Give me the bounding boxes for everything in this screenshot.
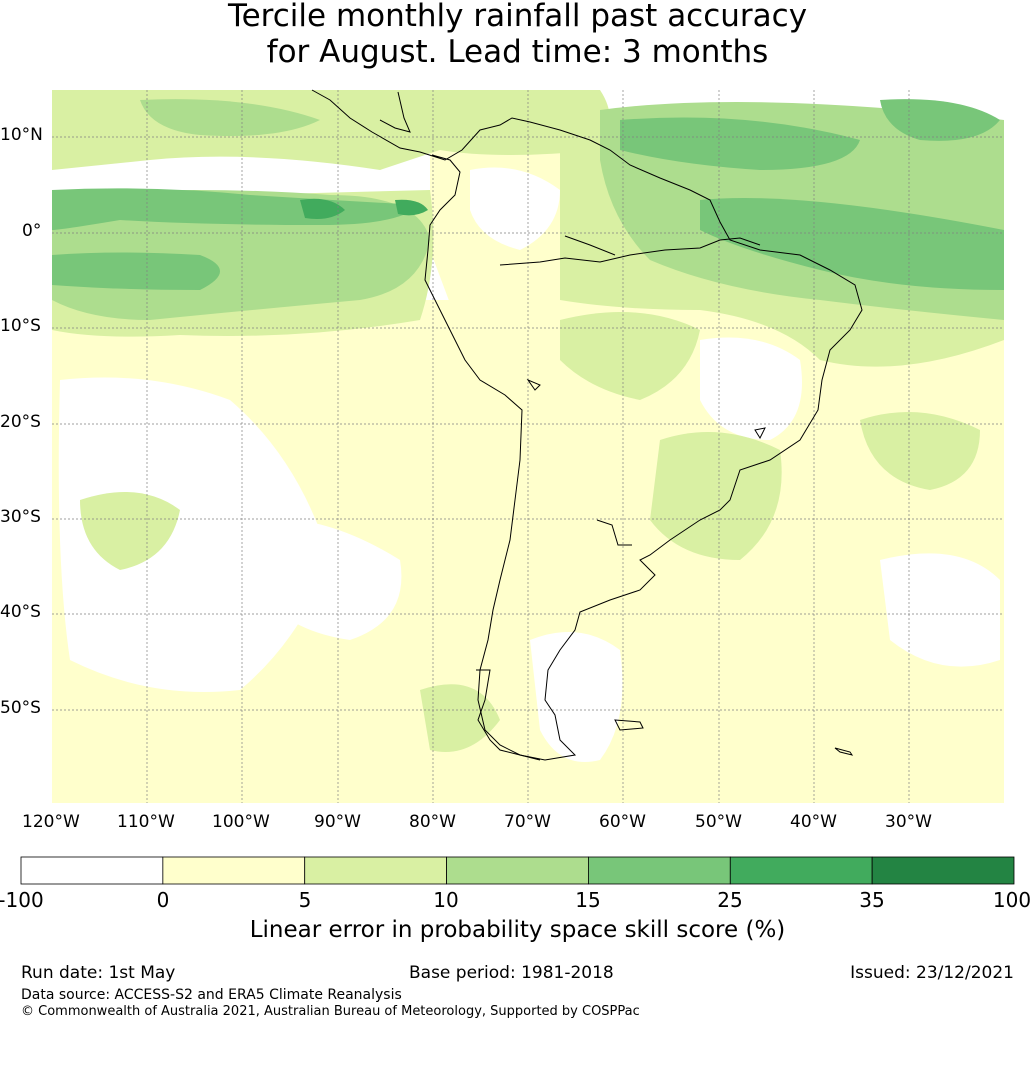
- colorbar-segment: [729, 856, 873, 885]
- data-source: Data source: ACCESS-S2 and ERA5 Climate …: [21, 987, 402, 1003]
- map-title-line-2: for August. Lead time: 3 months: [266, 34, 769, 70]
- skill-region-15-25: [620, 117, 860, 170]
- skill-region-25-35: [300, 198, 345, 219]
- colorbar: [20, 856, 1015, 885]
- colorbar-segment: [162, 856, 306, 885]
- coastline: [311, 89, 863, 761]
- colorbar-segment: [446, 856, 589, 885]
- lat-label-20s: 20°S: [0, 412, 41, 432]
- lon-label-60w: 60°W: [599, 812, 646, 832]
- skill-region-below-0: [530, 632, 623, 762]
- lon-label-90w: 90°W: [314, 812, 361, 832]
- skill-region-15-25: [700, 198, 1004, 290]
- skill-region-5-10: [560, 312, 700, 400]
- colorbar-tick: 0: [156, 888, 170, 912]
- lon-label-50w: 50°W: [695, 812, 742, 832]
- lat-label-30s: 30°S: [0, 507, 41, 527]
- skill-region-15-25: [52, 188, 420, 230]
- lon-label-30w: 30°W: [885, 812, 932, 832]
- colorbar-segment: [588, 856, 731, 885]
- lat-label-10n: 10°N: [0, 125, 43, 145]
- skill-region-below-0: [470, 167, 560, 250]
- lon-label-80w: 80°W: [409, 812, 456, 832]
- skill-region-below-0: [58, 377, 330, 692]
- colorbar-tick: 15: [575, 888, 601, 912]
- skill-region-5-10: [80, 492, 180, 570]
- colorbar-tick: 100: [992, 888, 1032, 912]
- skill-region-5-10: [420, 684, 500, 752]
- run-date: Run date: 1st May: [21, 963, 176, 983]
- issued-date: Issued: 23/12/2021: [850, 963, 1014, 983]
- skill-region-below-0: [250, 518, 402, 640]
- skill-region-15-25: [880, 99, 1000, 141]
- colorbar-segment: [304, 856, 447, 885]
- skill-region-10-15: [140, 99, 320, 136]
- colorbar-label: Linear error in probability space skill …: [249, 917, 786, 943]
- lon-label-120w: 120°W: [22, 812, 80, 832]
- lat-label-0: 0°: [22, 221, 42, 241]
- lon-label-70w: 70°W: [504, 812, 551, 832]
- colorbar-tick: 5: [298, 888, 312, 912]
- graticule: [52, 90, 1004, 803]
- skill-region-below-0: [700, 337, 802, 440]
- colorbar-tick: 10: [433, 888, 459, 912]
- lon-label-100w: 100°W: [212, 812, 270, 832]
- skill-region-5-10: [650, 432, 782, 560]
- lat-label-40s: 40°S: [0, 602, 41, 622]
- skill-region-15-25: [52, 252, 220, 290]
- lon-label-40w: 40°W: [790, 812, 837, 832]
- copyright: © Commonwealth of Australia 2021, Austra…: [21, 1004, 640, 1019]
- skill-region-below-0: [150, 156, 380, 195]
- base-period: Base period: 1981-2018: [409, 963, 614, 983]
- skill-region-0-5: [430, 150, 600, 760]
- skill-region-below-0: [880, 553, 1000, 667]
- map-title-line-1: Tercile monthly rainfall past accuracy: [227, 0, 808, 34]
- skill-region-25-35: [395, 199, 428, 216]
- colorbar-tick: 25: [717, 888, 743, 912]
- lat-label-50s: 50°S: [0, 698, 41, 718]
- skill-region-5-10: [860, 412, 980, 490]
- colorbar-tick: 35: [859, 888, 885, 912]
- colorbar-segment: [20, 856, 164, 885]
- lon-label-110w: 110°W: [117, 812, 175, 832]
- colorbar-segment: [871, 856, 1015, 885]
- lat-label-10s: 10°S: [0, 316, 41, 336]
- colorbar-tick: -100: [0, 888, 44, 912]
